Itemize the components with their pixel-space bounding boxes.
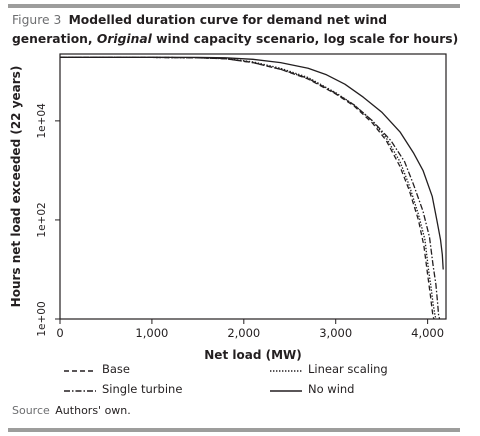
x-tick-label-0: 0 (56, 326, 63, 340)
x-tick-label-2: 2,000 (227, 326, 260, 340)
y-tick-label-2: 1e+04 (36, 103, 48, 139)
series-line-base (60, 56, 435, 320)
legend-single-turbine-label: Single turbine (102, 382, 183, 396)
y-tick-label-0: 1e+00 (36, 301, 48, 336)
figure-title-part-2: wind capacity scenario, log scale for ho… (156, 32, 459, 46)
legend-base-label: Base (102, 362, 131, 376)
legend-linear-scaling-label: Linear scaling (308, 362, 388, 376)
x-tick-label-3: 3,000 (319, 326, 352, 340)
legend-no-wind-label: No wind (308, 382, 355, 396)
top-rule (8, 4, 460, 8)
figure-caption: Figure 3 Modelled duration curve for dem… (12, 11, 462, 49)
figure-title-italic: Original (96, 32, 152, 46)
x-axis-label: Net load (MW) (204, 348, 301, 362)
series-line-no-wind (60, 56, 444, 270)
x-tick-label-4: 4,000 (411, 326, 444, 340)
source-text: Authors' own. (55, 404, 131, 417)
y-tick-label-1: 1e+02 (36, 202, 48, 237)
source-note: Source Authors' own. (12, 404, 131, 417)
series-line-linear-scaling (60, 56, 437, 320)
figure-label: Figure 3 (12, 13, 62, 27)
plot-frame (59, 53, 447, 320)
y-axis-label: Hours net load exceeded (22 years) (9, 66, 23, 308)
x-tick-label-1: 1,000 (135, 326, 168, 340)
series-line-single-turbine (60, 56, 441, 320)
bottom-rule (8, 428, 460, 432)
source-label: Source (12, 404, 50, 417)
figure-title-part-1: Modelled duration curve for demand net w… (12, 13, 388, 46)
